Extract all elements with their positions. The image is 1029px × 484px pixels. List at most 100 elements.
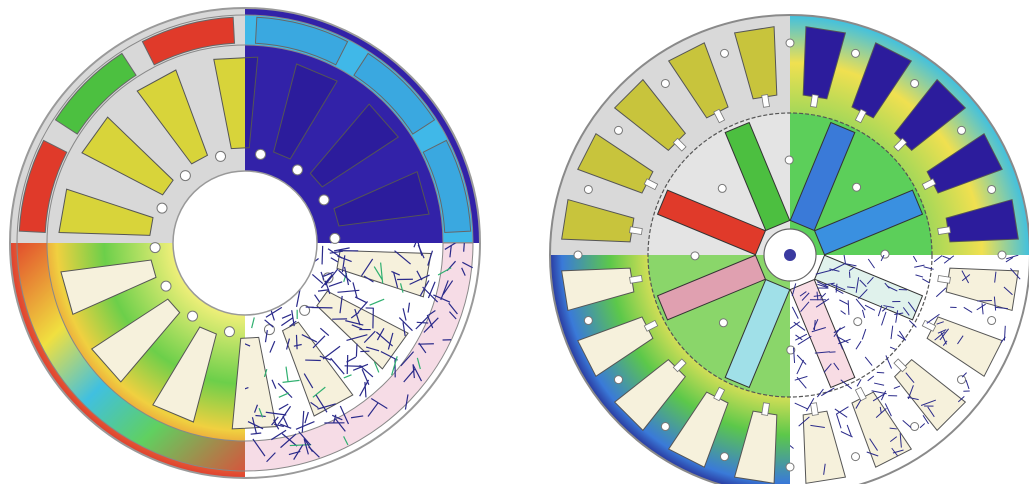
- field-vector: [352, 363, 369, 371]
- field-vector: [400, 351, 415, 367]
- field-vector: [823, 282, 835, 286]
- bolt-hole: [910, 78, 920, 88]
- magnet: [813, 189, 924, 255]
- field-vector: [245, 343, 251, 347]
- field-vector: [351, 324, 363, 330]
- field-vector: [375, 331, 394, 347]
- field-vector: [314, 294, 321, 303]
- field-vector: [322, 345, 341, 360]
- field-vector: [255, 414, 266, 418]
- field-vector: [855, 399, 862, 409]
- shaft: [790, 255, 796, 261]
- field-vector: [321, 245, 324, 265]
- slot: [561, 198, 635, 243]
- field-vector: [293, 343, 302, 347]
- field-vector: [994, 271, 997, 283]
- field-vector: [364, 381, 367, 398]
- slot-opening: [672, 358, 687, 373]
- field-vector: [995, 306, 1009, 310]
- field-vector: [790, 321, 801, 329]
- field-vector: [252, 438, 266, 457]
- slot-opening: [761, 94, 770, 108]
- bolt-hole: [719, 48, 729, 58]
- rotor-hole: [786, 345, 790, 355]
- field-vector: [858, 289, 868, 300]
- slot-opening: [713, 386, 726, 402]
- field-vector: [840, 431, 853, 438]
- slot: [733, 410, 778, 484]
- field-vector: [814, 351, 830, 354]
- field-vector: [866, 451, 879, 457]
- field-vector: [265, 306, 283, 318]
- field-vector: [855, 340, 862, 350]
- slot: [281, 321, 354, 417]
- field-vector: [354, 296, 368, 304]
- field-vector: [880, 390, 887, 401]
- field-vector: [339, 295, 343, 314]
- bolt-hole: [255, 148, 267, 160]
- slot: [231, 337, 245, 430]
- field-vector: [790, 444, 794, 449]
- slot-opening: [761, 402, 770, 416]
- field-vector: [404, 394, 409, 410]
- field-vector: [817, 283, 828, 288]
- field-vector: [884, 403, 892, 417]
- field-vector: [253, 404, 259, 413]
- field-vector: [319, 355, 332, 361]
- slot-opening: [643, 319, 659, 332]
- field-vector: [264, 330, 268, 343]
- field-vector: [861, 309, 866, 318]
- field-vector: [448, 302, 458, 315]
- bore: [245, 170, 318, 243]
- field-vector: [907, 385, 914, 400]
- quadrant: [790, 14, 1029, 255]
- field-vector: [303, 438, 309, 455]
- rotor-hole: [853, 317, 863, 327]
- slot: [81, 116, 174, 196]
- field-vector: [359, 364, 374, 378]
- field-vector: [892, 449, 904, 454]
- rotor-ring: [245, 243, 474, 472]
- field-vector: [922, 415, 929, 425]
- hub: [763, 228, 790, 255]
- bolt-hole: [957, 125, 967, 135]
- quadrant: [9, 243, 245, 479]
- bolt-hole: [660, 422, 670, 432]
- field-vector: [463, 243, 465, 252]
- bolt-hole: [785, 462, 790, 472]
- shaft: [790, 249, 796, 255]
- field-vector: [271, 416, 279, 426]
- field-vector: [282, 415, 289, 428]
- field-vector: [937, 329, 947, 334]
- bolt-hole: [987, 184, 997, 194]
- bolt-hole: [329, 232, 341, 243]
- bolt-hole: [152, 242, 159, 243]
- field-vector: [795, 334, 803, 341]
- field-vector: [277, 405, 292, 425]
- field-vector: [312, 335, 326, 349]
- field-vector: [889, 427, 897, 430]
- slot-opening: [810, 94, 819, 108]
- slot-opening: [921, 319, 937, 332]
- slot-opening: [893, 137, 908, 152]
- magnet: [422, 139, 472, 234]
- bolt-hole: [573, 250, 583, 255]
- magnet: [724, 278, 790, 389]
- field-vector: [312, 386, 326, 398]
- field-vector: [798, 416, 810, 427]
- slot-opening: [921, 178, 937, 191]
- bolt-hole: [997, 255, 1007, 260]
- field-vector: [324, 268, 339, 286]
- field-vector: [864, 304, 876, 311]
- field-vector: [840, 379, 852, 390]
- field-vector: [833, 362, 840, 371]
- magnet: [724, 121, 790, 232]
- field-vector: [823, 463, 826, 475]
- field-vector: [791, 306, 799, 319]
- field-vector: [282, 379, 300, 383]
- field-vector: [437, 267, 452, 276]
- field-vector: [791, 283, 797, 297]
- rotor-hole: [880, 249, 890, 255]
- rotor-hole: [690, 251, 700, 255]
